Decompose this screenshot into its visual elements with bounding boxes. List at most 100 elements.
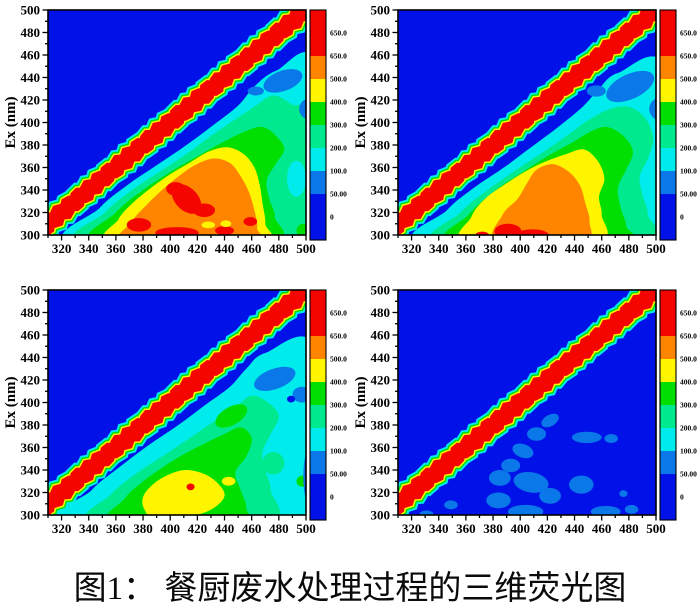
y-tick-label: 420 [371, 93, 391, 108]
y-tick-label: 380 [371, 138, 391, 153]
rayleigh-scatter-band [398, 10, 656, 235]
x-tick-label: 360 [106, 521, 126, 536]
x-tick-label: 460 [242, 521, 262, 536]
eem-panel-top-right: 320 340 360 380 400 420 440 460 480 500 300 320 340 3… [350, 0, 700, 280]
x-tick-label: 460 [592, 241, 612, 256]
y-tick-label: 400 [21, 395, 41, 410]
y-tick-label: 340 [371, 463, 391, 478]
y-tick-label: 360 [371, 440, 391, 455]
colorbar-frame [659, 9, 677, 241]
colorbar-label: 500.0 [680, 75, 697, 84]
x-tick-label: 420 [188, 521, 208, 536]
x-tick-label: 380 [133, 521, 153, 536]
y-axis-title: Ex (nm) [3, 376, 19, 428]
colorbar-label: 400.0 [680, 98, 697, 107]
colorbar-label: 650.0 [680, 309, 697, 318]
colorbar-label: 400.0 [330, 378, 347, 387]
x-tick-label: 360 [456, 521, 476, 536]
x-tick-label: 380 [483, 241, 503, 256]
colorbar-label: 300.0 [680, 121, 697, 130]
rayleigh-scatter-band [48, 290, 306, 515]
y-tick-label: 420 [371, 373, 391, 388]
x-tick-label: 340 [79, 521, 99, 536]
y-tick-label: 480 [371, 25, 391, 40]
eem-plot-top-right: 320 340 360 380 400 420 440 460 480 500 300 320 340 3… [353, 3, 697, 257]
figure-caption: 图1： 餐厨废水处理过程的三维荧光图 [73, 571, 627, 607]
axes [42, 289, 307, 521]
y-tick-label: 400 [21, 115, 41, 130]
colorbar-label: 50.00 [680, 470, 697, 479]
x-tick-label: 500 [646, 521, 666, 536]
colorbar-label: 100.0 [680, 447, 697, 456]
eem-panel-grid: 320 340 360 380 400 420 440 460 480 500 300 320 340 3… [0, 0, 700, 560]
x-tick-label: 360 [106, 241, 126, 256]
x-tick-label: 500 [296, 241, 316, 256]
x-tick-label: 440 [565, 521, 585, 536]
x-tick-label: 340 [429, 521, 449, 536]
x-tick-label: 340 [429, 241, 449, 256]
colorbar-label: 0 [330, 493, 334, 502]
y-tick-label: 460 [21, 48, 41, 63]
colorbar-label: 400.0 [680, 378, 697, 387]
x-tick-label: 480 [619, 241, 639, 256]
colorbar-label: 300.0 [330, 401, 347, 410]
y-tick-label: 340 [371, 183, 391, 198]
x-tick-label: 480 [269, 241, 289, 256]
y-tick-label: 340 [21, 183, 41, 198]
y-tick-label: 300 [21, 508, 41, 523]
x-tick-label: 420 [188, 241, 208, 256]
y-tick-label: 480 [371, 305, 391, 320]
axis-tick-labels: 320 340 360 380 400 420 440 460 480 500 300 320 340 3… [21, 3, 316, 257]
colorbar-label: 0 [680, 493, 684, 502]
y-tick-label: 300 [371, 508, 391, 523]
x-tick-label: 320 [402, 241, 422, 256]
colorbar-label: 500.0 [330, 355, 347, 364]
colorbar-frame [309, 289, 327, 521]
y-tick-label: 400 [371, 115, 391, 130]
colorbar-label: 200.0 [680, 144, 697, 153]
y-tick-label: 400 [371, 395, 391, 410]
y-axis-title: Ex (nm) [3, 96, 19, 148]
colorbar-label: 650.0 [330, 52, 347, 61]
colorbar-label: 100.0 [680, 167, 697, 176]
y-tick-label: 300 [371, 228, 391, 243]
axis-tick-labels: 320 340 360 380 400 420 440 460 480 500 300 320 340 3… [21, 283, 316, 537]
y-tick-label: 300 [21, 228, 41, 243]
eem-plot-bottom-right: 320 340 360 380 400 420 440 460 480 500 300 320 340 3… [353, 283, 697, 537]
colorbar-label: 300.0 [330, 121, 347, 130]
y-tick-label: 320 [371, 205, 391, 220]
y-tick-label: 440 [371, 350, 391, 365]
x-tick-label: 460 [592, 521, 612, 536]
eem-panel-bottom-right: 320 340 360 380 400 420 440 460 480 500 300 320 340 3… [350, 280, 700, 560]
colorbar-label: 300.0 [680, 401, 697, 410]
x-tick-label: 480 [619, 521, 639, 536]
eem-panel-bottom-left: 320 340 360 380 400 420 440 460 480 500 300 320 340 3… [0, 280, 350, 560]
y-tick-label: 460 [371, 48, 391, 63]
x-tick-label: 440 [215, 241, 235, 256]
colorbar: 650.0 650.0 500.0 400.0 300.0 200.0 100.0 50.00… [309, 289, 347, 521]
y-tick-label: 380 [371, 418, 391, 433]
eem-plot-top-left: 320 340 360 380 400 420 440 460 480 500 300 320 340 3… [3, 3, 347, 257]
y-tick-label: 340 [21, 463, 41, 478]
eem-panel-top-left: 320 340 360 380 400 420 440 460 480 500 300 320 340 3… [0, 0, 350, 280]
y-tick-label: 360 [21, 160, 41, 175]
y-tick-label: 480 [21, 305, 41, 320]
y-tick-label: 460 [371, 328, 391, 343]
y-axis-title: Ex (nm) [353, 376, 369, 428]
colorbar-label: 200.0 [330, 424, 347, 433]
y-tick-label: 380 [21, 138, 41, 153]
x-tick-label: 320 [52, 241, 72, 256]
x-tick-label: 320 [52, 521, 72, 536]
x-tick-label: 420 [538, 521, 558, 536]
y-tick-label: 320 [371, 485, 391, 500]
colorbar-label: 650.0 [680, 332, 697, 341]
axes [392, 289, 657, 521]
y-tick-label: 500 [21, 283, 41, 298]
axis-tick-labels: 320 340 360 380 400 420 440 460 480 500 300 320 340 3… [371, 283, 666, 537]
y-tick-label: 500 [21, 3, 41, 18]
colorbar-label: 500.0 [330, 75, 347, 84]
y-tick-label: 320 [21, 485, 41, 500]
y-axis-title: Ex (nm) [353, 96, 369, 148]
rayleigh-scatter-band [398, 290, 656, 515]
